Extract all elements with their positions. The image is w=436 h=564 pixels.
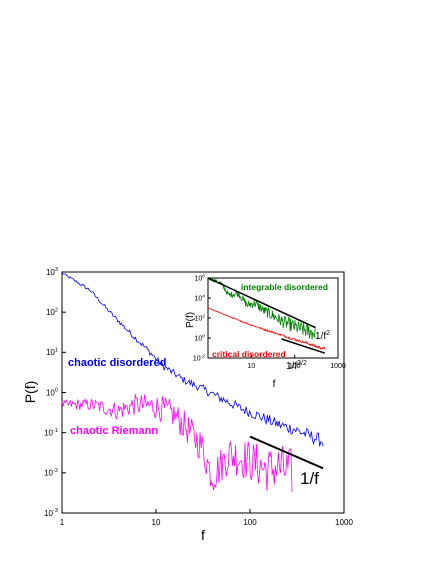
label-chaotic-disordered: chaotic disordered [68,357,166,369]
main-x-ticks: 1 10 100 1000 [60,509,353,527]
inset-x-axis-label: f [273,379,276,390]
label-chaotic-riemann: chaotic Riemann [70,425,158,437]
y-tick-label-2: 102 [46,307,58,317]
inset-plot-frame [207,277,339,359]
series-critical-disordered [207,307,326,350]
label-1-over-f: 1/f [300,469,319,488]
y-tick-label-0: 100 [194,333,205,342]
x-tick-label-100: 100 [243,518,257,527]
x-tick-label-1: 1 [60,518,65,527]
inset-x-ticks: 10 100 1000 [247,355,346,370]
series-1-f [249,435,324,470]
main-y-ticks: 10-3 10-2 10-1 100 101 102 103 [44,267,66,518]
series-integrable-disordered [207,276,316,340]
inset-y-axis-label: P(f) [185,312,196,328]
x-tick-label-10: 10 [247,363,255,370]
label-1-over-f-three-halves: 1/f3/2 [286,360,307,372]
x-tick-label-1000: 1000 [330,363,346,370]
inset-chart: 10 100 1000 10-2 100 102 104 106 f P(f) integr… [185,273,346,390]
label-1-over-f-three-halves-exp: 3/2 [297,360,307,367]
series-1-f-2 [207,277,316,329]
x-tick-label-10: 10 [152,518,161,527]
y-tick-label-3: 10-3 [44,508,58,518]
label-1-over-f-squared: 1/f2 [315,330,330,342]
y-tick-label-1: 10-1 [44,428,58,438]
label-1-over-f-squared-base: 1/f [315,331,326,342]
y-tick-label-1: 101 [46,348,58,358]
series-chaotic-riemann [61,394,293,492]
main-y-axis-label: P(f) [22,381,38,404]
label-1-over-f-three-halves-base: 1/f [286,361,297,372]
y-tick-label-2: 102 [194,313,205,322]
x-tick-label-100: 100 [289,363,301,370]
y-tick-label-4: 104 [194,293,205,302]
series-1-f-3-2 [281,338,326,354]
y-tick-label-6: 106 [194,273,205,282]
label-integrable-disordered: integrable disordered [241,282,328,292]
label-critical-disordered: critical disordered [212,349,286,359]
label-1-over-f-squared-exp: 2 [326,330,330,337]
y-tick-label-2: 10-2 [44,468,58,478]
main-x-axis-label: f [201,527,205,543]
inset-series [207,276,326,354]
y-tick-label-2: 10-2 [193,353,205,362]
y-tick-label-0: 100 [46,388,58,398]
y-tick-label-3: 103 [46,267,58,277]
main-series [61,272,324,492]
x-tick-label-1000: 1000 [335,518,353,527]
series-chaotic-disordered [61,272,324,447]
